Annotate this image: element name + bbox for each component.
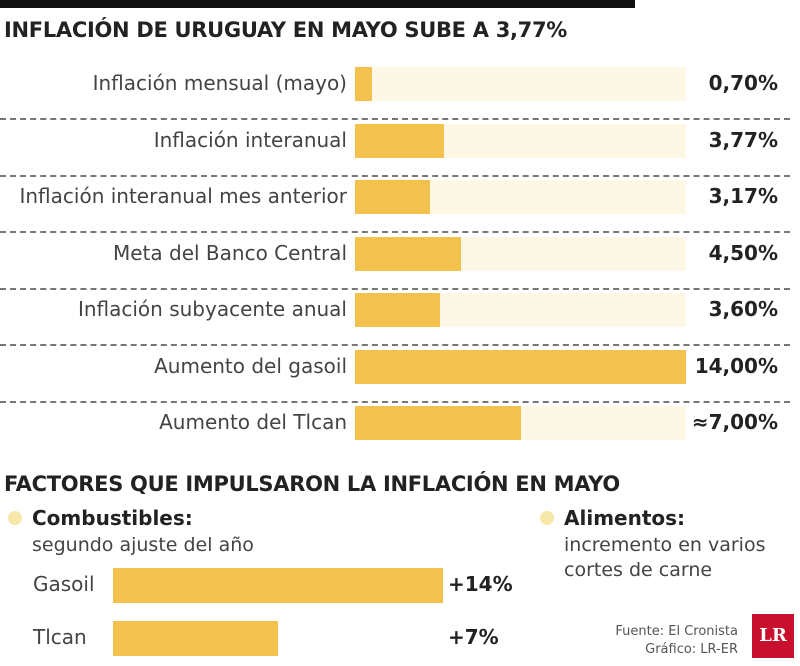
category-label: Tlcan bbox=[33, 625, 87, 649]
note-title: Alimentos: bbox=[564, 506, 686, 530]
category-label: Aumento del gasoil bbox=[154, 353, 347, 378]
bar bbox=[355, 67, 372, 101]
category-label: Gasoil bbox=[33, 572, 95, 596]
bar bbox=[355, 236, 462, 271]
chart-title: FACTORES QUE IMPULSARON LA INFLACIÓN EN … bbox=[4, 472, 620, 496]
bar bbox=[113, 567, 443, 603]
separator bbox=[0, 231, 790, 233]
category-label: Meta del Banco Central bbox=[113, 240, 347, 265]
separator bbox=[0, 344, 790, 346]
category-label: Inflación mensual (mayo) bbox=[92, 71, 347, 95]
note-title: Combustibles: bbox=[32, 506, 193, 530]
category-label: Inflación interanual mes anterior bbox=[19, 184, 347, 208]
bar bbox=[355, 123, 445, 158]
note-text: incremento en varios cortes de carne bbox=[564, 534, 766, 581]
bar-track bbox=[355, 67, 686, 101]
bar bbox=[355, 180, 430, 214]
category-label: Inflación subyacente anual bbox=[77, 297, 347, 321]
value-label: +7% bbox=[448, 625, 499, 649]
category-label: Aumento del Tlcan bbox=[159, 410, 347, 434]
separator bbox=[0, 287, 790, 290]
bullet bbox=[8, 511, 22, 525]
value-label: 0,70% bbox=[708, 71, 778, 95]
note-text: segundo ajuste del año bbox=[32, 534, 254, 556]
bar bbox=[355, 293, 441, 327]
separator bbox=[0, 400, 790, 403]
separator bbox=[0, 118, 790, 120]
category-label: Inflación interanual bbox=[153, 127, 347, 152]
value-label: 3,60% bbox=[708, 297, 778, 321]
chart-title: INFLACIÓN DE URUGUAY EN MAYO SUBE A 3,77… bbox=[4, 18, 568, 42]
value-label: 3,77% bbox=[708, 127, 778, 152]
value-label: ≈7,00% bbox=[691, 410, 778, 434]
bar bbox=[355, 406, 521, 440]
value-label: 4,50% bbox=[708, 240, 778, 265]
bullet bbox=[540, 511, 554, 525]
value-label: 3,17% bbox=[708, 184, 778, 208]
separator bbox=[0, 174, 790, 177]
bar bbox=[355, 349, 686, 384]
value-label: 14,00% bbox=[694, 353, 778, 378]
source: Fuente: El Cronista bbox=[615, 624, 738, 639]
bar bbox=[113, 620, 278, 656]
logo: LR bbox=[752, 614, 794, 658]
credit: Gráfico: LR-ER bbox=[645, 642, 738, 657]
top-rule bbox=[0, 0, 635, 8]
value-label: +14% bbox=[448, 572, 513, 596]
